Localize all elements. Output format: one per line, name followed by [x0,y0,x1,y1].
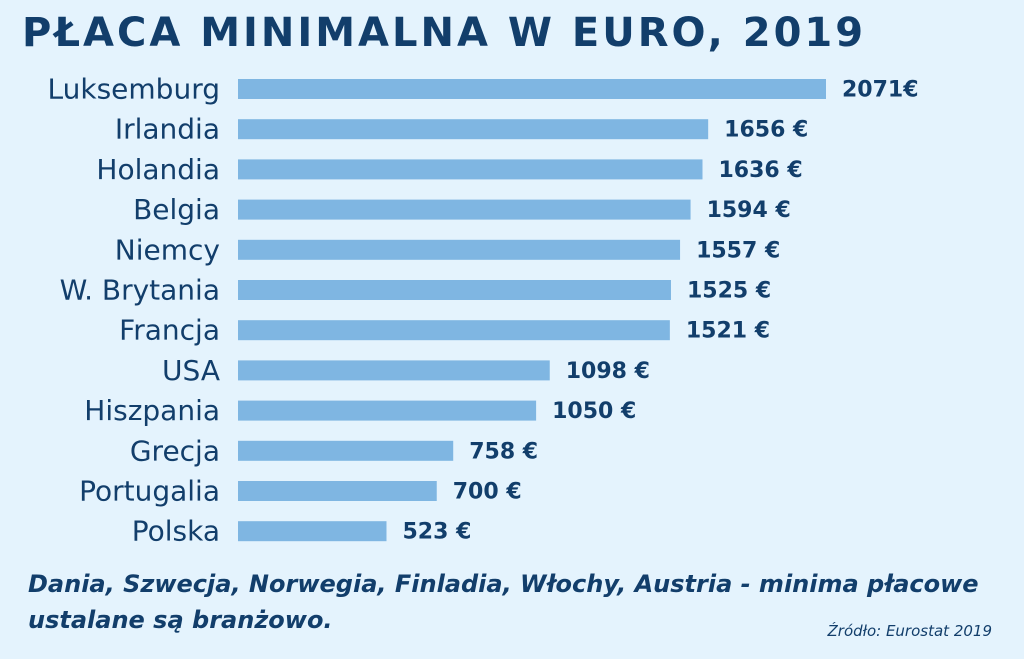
bar [238,239,681,260]
value-label: 1525 € [687,279,771,304]
bar [238,199,691,220]
value-label: 1594 € [707,198,791,223]
bar [238,320,670,341]
category-label: USA [162,354,220,387]
category-label: W. Brytania [60,274,220,307]
category-label: Luksemburg [48,73,220,106]
bar [238,79,826,99]
category-label: Irlandia [115,113,220,146]
bar [238,481,437,501]
chart-title: PŁACA MINIMALNA W EURO, 2019 [22,10,867,56]
category-label: Francja [119,314,220,347]
bar [238,360,550,381]
bar [238,119,709,140]
bar [238,440,454,461]
value-label: 700 € [453,480,522,505]
bar [238,400,537,421]
value-label: 523 € [402,520,471,545]
value-label: 1656 € [724,118,808,143]
category-label: Grecja [130,434,220,467]
value-label: 1521 € [686,319,770,344]
category-label: Portugalia [79,475,220,508]
value-label: 1636 € [718,158,802,183]
bar [238,159,703,180]
value-label: 1050 € [552,399,636,424]
value-label: 2071€ [842,78,919,103]
source-label: Źródło: Eurostat 2019 [827,622,993,640]
bar [238,280,671,300]
category-label: Holandia [96,153,220,186]
category-label: Polska [132,515,220,548]
category-label: Belgia [133,193,220,226]
value-label: 1557 € [696,238,780,263]
value-label: 1098 € [566,359,650,384]
bar [238,521,387,542]
category-label: Niemcy [115,233,220,266]
value-label: 758 € [469,439,538,464]
category-label: Hiszpania [84,394,220,427]
footnote: Dania, Szwecja, Norwegia, Finladia, Włoc… [28,570,979,634]
